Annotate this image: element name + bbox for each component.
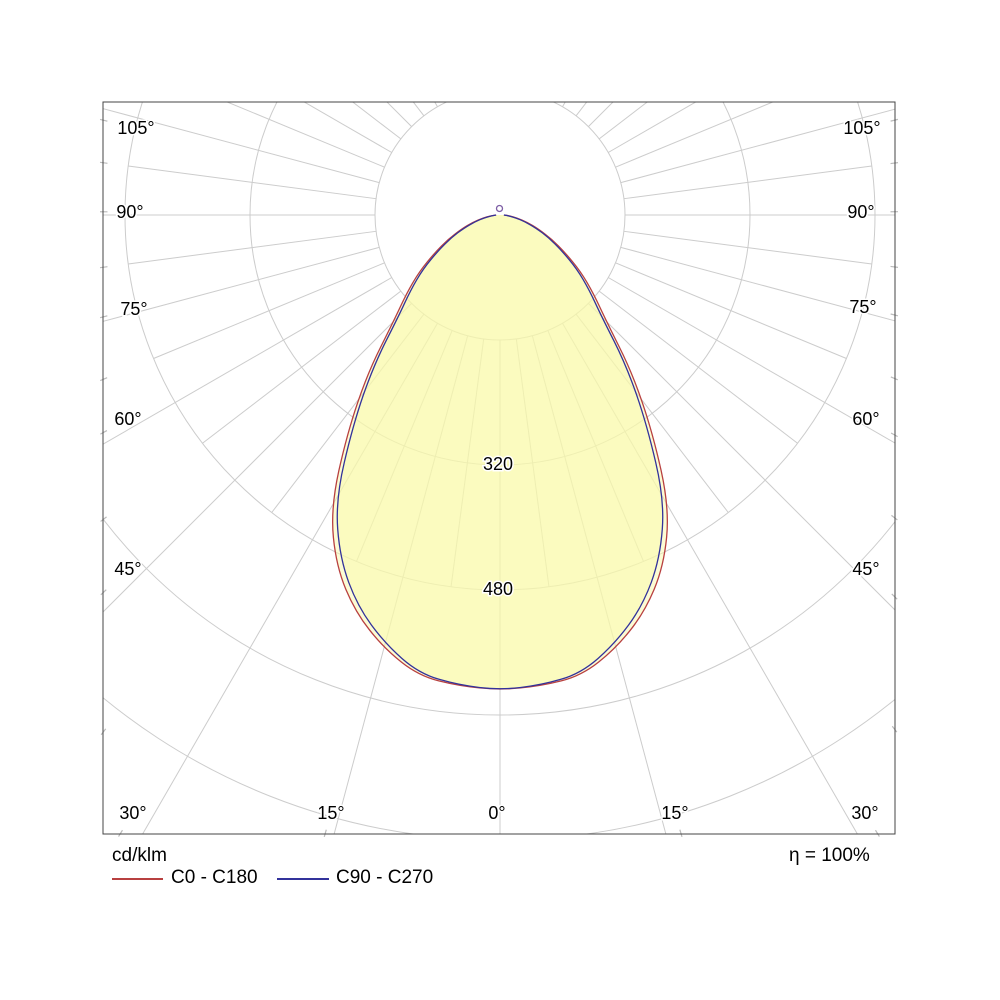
border-tick — [100, 430, 108, 435]
grid-ray-major — [303, 102, 392, 153]
radial-value-label: 320 — [483, 454, 513, 474]
angle-label-right: 105° — [843, 118, 880, 138]
grid-ray-minor — [623, 165, 872, 200]
grid-ray-minor — [225, 102, 385, 168]
border-tick — [890, 432, 898, 438]
border-tick — [118, 829, 123, 837]
grid-ray-minor — [575, 102, 588, 117]
border-tick — [99, 118, 108, 122]
border-tick — [99, 266, 108, 269]
border-tick — [323, 829, 327, 838]
angle-label-bottom: 30° — [119, 803, 146, 823]
border-tick — [891, 514, 898, 521]
border-tick — [890, 162, 899, 165]
angle-label-right: 75° — [849, 297, 876, 317]
grid-ray-major — [434, 102, 438, 107]
angle-label-bottom: 15° — [317, 803, 344, 823]
angle-label-left: 45° — [114, 559, 141, 579]
grid-ray-minor — [351, 102, 402, 140]
angle-label-left: 75° — [120, 299, 147, 319]
plot-border — [102, 101, 896, 835]
border-tick — [679, 829, 683, 838]
intensity-curves — [332, 214, 668, 690]
border-tick — [100, 589, 107, 596]
curve-c90-c270 — [336, 214, 664, 690]
angle-label-right: 45° — [852, 559, 879, 579]
border-tick — [99, 161, 108, 164]
angle-label-bottom: 15° — [661, 803, 688, 823]
border-tick — [99, 315, 108, 319]
angle-label-left: 60° — [114, 409, 141, 429]
legend-label-c0: C0 - C180 — [171, 867, 258, 888]
grid-ray-minor — [412, 102, 425, 117]
grid-ray-minor — [615, 102, 775, 168]
grid-ray-major — [103, 303, 412, 613]
grid-ray-minor — [153, 262, 385, 359]
grid-ray-major — [386, 102, 412, 127]
grid-ray-minor — [598, 290, 798, 444]
efficiency-label: η = 100% — [789, 845, 870, 866]
grid-ray-major — [620, 246, 895, 322]
border-tick — [100, 516, 107, 522]
border-tick — [874, 829, 880, 837]
border-tick — [891, 593, 898, 600]
border-tick — [890, 265, 899, 268]
axis-labels: 105° 90° 75° 60° 45° 105° 90° 75° 60° 45° 30° 15° 0°… — [113, 117, 882, 825]
grid-ray-major — [608, 277, 895, 444]
grid-ray-major — [588, 102, 614, 127]
grid-ray-minor — [128, 230, 377, 265]
border-tick — [99, 377, 108, 382]
border-tick — [890, 118, 899, 122]
border-tick — [890, 376, 899, 381]
unit-label: cd/klm — [112, 845, 167, 866]
grid-ray-minor — [202, 290, 402, 444]
grid-ray-major — [620, 108, 895, 184]
angle-label-bottom: 0° — [488, 803, 505, 823]
radial-value-label: 480 — [483, 579, 513, 599]
grid-ray-minor — [598, 102, 649, 140]
angle-label-left: 90° — [116, 202, 143, 222]
grid-ray-minor — [615, 262, 847, 359]
grid-ray-major — [588, 303, 895, 611]
angle-label-bottom: 30° — [851, 803, 878, 823]
legend-line-c90 — [277, 878, 329, 880]
grid-ray-minor — [623, 230, 872, 265]
angle-label-left: 105° — [117, 118, 154, 138]
peak-marker — [495, 204, 504, 213]
legend-label-c90: C90 - C270 — [336, 867, 434, 888]
grid-ray-major — [103, 108, 380, 184]
border-ticks — [99, 118, 899, 838]
curve-fill-c90 — [337, 215, 663, 689]
angle-label-right: 90° — [847, 202, 874, 222]
grid-ray-major — [103, 277, 392, 445]
angle-label-right: 60° — [852, 409, 879, 429]
legend-line-c0 — [112, 878, 163, 880]
grid-ray-major — [562, 102, 566, 107]
grid-ray-major — [608, 102, 697, 153]
grid-ray-major — [103, 246, 380, 322]
border-tick — [890, 313, 899, 317]
grid-ray-minor — [128, 165, 377, 200]
